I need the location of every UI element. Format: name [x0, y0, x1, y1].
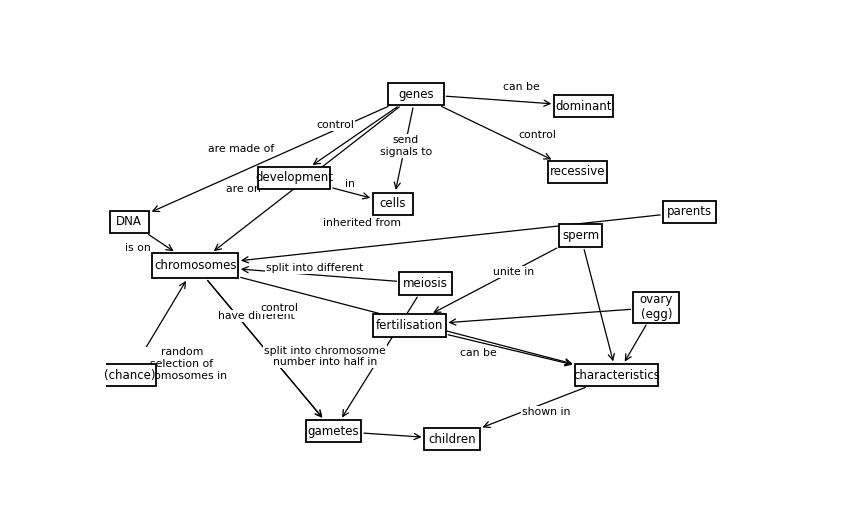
Text: are on: are on — [226, 184, 261, 194]
FancyBboxPatch shape — [663, 200, 716, 223]
FancyBboxPatch shape — [400, 272, 452, 295]
FancyBboxPatch shape — [554, 95, 614, 117]
Text: dominant: dominant — [556, 99, 612, 112]
Text: have different: have different — [218, 311, 295, 321]
FancyBboxPatch shape — [373, 314, 445, 337]
FancyBboxPatch shape — [103, 364, 156, 386]
Text: genes: genes — [398, 88, 434, 100]
FancyBboxPatch shape — [306, 420, 361, 442]
Text: random
selection of
chromosomes in: random selection of chromosomes in — [137, 348, 227, 381]
Text: development: development — [255, 171, 333, 184]
Text: fertilisation: fertilisation — [376, 319, 443, 332]
Text: in: in — [345, 179, 355, 189]
FancyBboxPatch shape — [547, 161, 607, 183]
Text: characteristics: characteristics — [574, 369, 660, 382]
Text: can be: can be — [503, 82, 540, 92]
Text: split into different: split into different — [266, 263, 363, 274]
Text: chromosomes: chromosomes — [154, 259, 236, 272]
Text: cells: cells — [380, 197, 406, 210]
FancyBboxPatch shape — [633, 292, 679, 323]
Text: (chance): (chance) — [104, 369, 155, 382]
FancyBboxPatch shape — [388, 83, 444, 105]
Text: control: control — [518, 130, 557, 140]
Text: shown in: shown in — [522, 407, 570, 418]
FancyBboxPatch shape — [424, 428, 479, 450]
Text: control: control — [316, 120, 354, 130]
Text: is on: is on — [125, 242, 150, 253]
Text: unite in: unite in — [493, 267, 534, 277]
Text: are made of: are made of — [208, 144, 275, 154]
Text: parents: parents — [666, 205, 711, 218]
Text: meiosis: meiosis — [403, 277, 448, 290]
FancyBboxPatch shape — [575, 364, 658, 386]
Text: DNA: DNA — [116, 215, 142, 228]
Text: recessive: recessive — [549, 165, 605, 178]
Text: ovary
(egg): ovary (egg) — [639, 294, 673, 322]
FancyBboxPatch shape — [110, 210, 149, 233]
FancyBboxPatch shape — [558, 224, 603, 247]
FancyBboxPatch shape — [373, 193, 412, 215]
Text: sperm: sperm — [562, 229, 599, 242]
Text: children: children — [428, 433, 476, 445]
Text: split into chromosome
number into half in: split into chromosome number into half i… — [264, 346, 386, 367]
FancyBboxPatch shape — [152, 253, 238, 278]
Text: control: control — [260, 303, 298, 313]
Text: send
signals to: send signals to — [380, 135, 432, 157]
FancyBboxPatch shape — [258, 167, 330, 189]
Text: can be: can be — [460, 348, 496, 358]
Text: inherited from: inherited from — [323, 218, 401, 228]
Text: gametes: gametes — [308, 425, 360, 438]
